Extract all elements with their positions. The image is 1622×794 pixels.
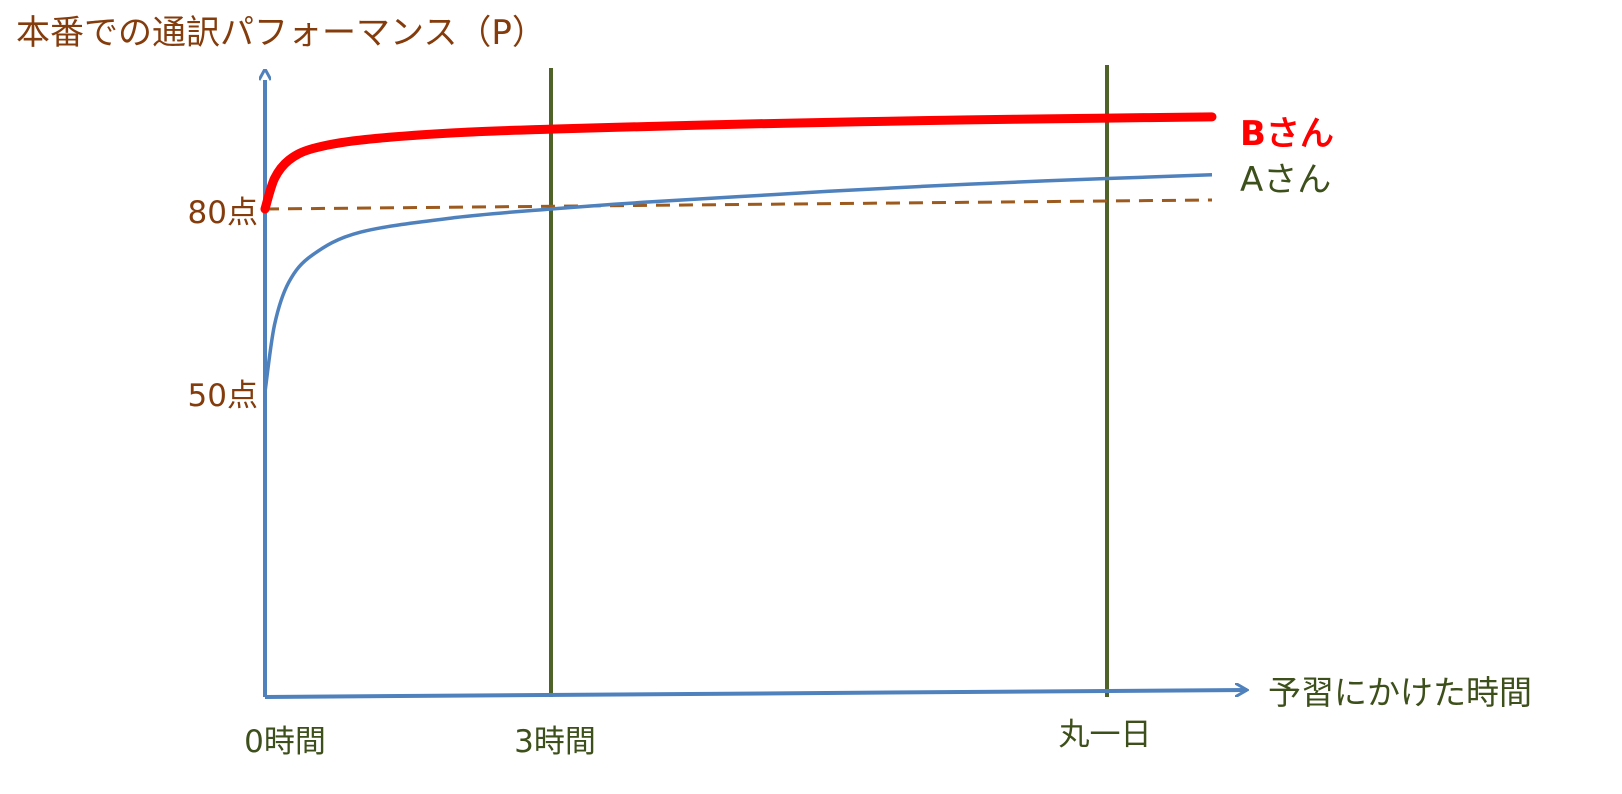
y-tick-label-80: 80点 (188, 195, 258, 231)
y-tick-label-50: 50点 (188, 378, 258, 414)
vertical-markers (549, 65, 1109, 697)
series-b-label: Bさん (1240, 114, 1334, 154)
reference-line-80 (264, 198, 1213, 211)
x-axis-label: 予習にかけた時間 (1268, 673, 1532, 712)
chart-title: 本番での通訳パフォーマンス（P） (16, 13, 546, 53)
series-a-line (263, 173, 1213, 393)
x-axis (264, 690, 1247, 699)
x-tick-label-0h: 0時間 (244, 724, 326, 760)
series-b-line (260, 112, 1217, 214)
series-a-label: Aさん (1240, 160, 1331, 200)
x-tick-label-3h: 3時間 (514, 724, 596, 760)
x-tick-label-full-day: 丸一日 (1059, 717, 1152, 753)
